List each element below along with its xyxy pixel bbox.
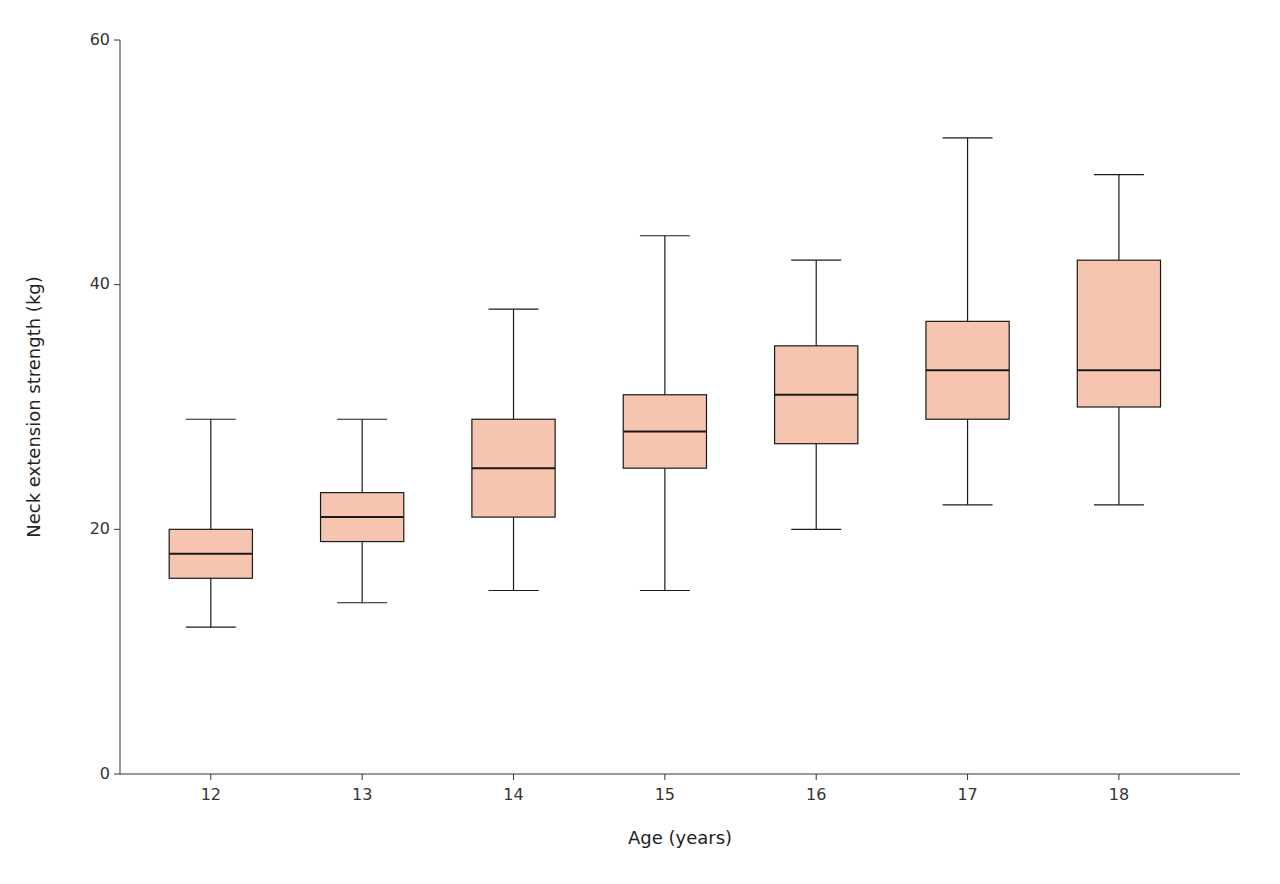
upper-whisker (816, 260, 817, 346)
y-tick-label: 40 (90, 274, 110, 293)
y-tick (114, 529, 120, 530)
box-group (1077, 175, 1160, 505)
box (321, 493, 404, 542)
upper-cap (1094, 174, 1144, 175)
y-tick-label: 0 (100, 764, 110, 783)
box-group (169, 419, 252, 627)
box (775, 346, 858, 444)
lower-whisker (362, 542, 363, 603)
lower-cap (943, 504, 993, 505)
upper-whisker (210, 419, 211, 529)
upper-whisker (1118, 175, 1119, 261)
lower-whisker (967, 419, 968, 505)
upper-cap (943, 137, 993, 138)
median-line (472, 467, 555, 469)
median-line (775, 394, 858, 396)
x-tick (967, 774, 968, 780)
chart-container: 12 13 14 15 16 17 18 0 20 40 60 Age (years) Neck ext… (0, 0, 1280, 884)
y-axis-label: Neck extension strength (kg) (23, 276, 44, 537)
lower-cap (791, 529, 841, 530)
x-tick (513, 774, 514, 780)
lower-whisker (513, 517, 514, 590)
x-tick (362, 774, 363, 780)
x-tick-label: 13 (352, 785, 372, 804)
x-tick-label: 15 (655, 785, 675, 804)
x-tick (210, 774, 211, 780)
y-tick (114, 774, 120, 775)
upper-cap (186, 419, 236, 420)
box-group (926, 138, 1009, 505)
x-tick-label: 14 (503, 785, 523, 804)
box (623, 395, 706, 468)
box-group (472, 309, 555, 590)
upper-whisker (967, 138, 968, 322)
lower-whisker (816, 444, 817, 530)
axes: 12 13 14 15 16 17 18 0 20 40 60 (90, 30, 1240, 805)
median-line (926, 369, 1009, 371)
upper-cap (640, 235, 690, 236)
y-axis-line (120, 40, 121, 774)
lower-cap (640, 590, 690, 591)
x-tick-label: 18 (1109, 785, 1129, 804)
upper-whisker (664, 236, 665, 395)
box-group (623, 236, 706, 591)
box (472, 419, 555, 517)
box-group (321, 419, 404, 603)
boxes (169, 138, 1160, 627)
box (926, 321, 1009, 419)
upper-whisker (362, 419, 363, 492)
median-line (169, 553, 252, 555)
median-line (623, 430, 706, 432)
x-tick-label: 12 (201, 785, 221, 804)
y-tick-label: 60 (90, 30, 110, 49)
lower-cap (489, 590, 539, 591)
x-tick-label: 16 (806, 785, 826, 804)
x-axis-label: Age (years) (628, 827, 732, 848)
box (169, 529, 252, 578)
median-line (1077, 369, 1160, 371)
box (1077, 260, 1160, 407)
upper-cap (791, 260, 841, 261)
x-tick-label: 17 (957, 785, 977, 804)
y-tick (114, 40, 120, 41)
x-tick (1118, 774, 1119, 780)
box-group (775, 260, 858, 529)
chart-svg: 12 13 14 15 16 17 18 0 20 40 60 Age (years) Neck ext… (0, 0, 1280, 884)
x-axis-line (120, 774, 1240, 775)
lower-whisker (664, 468, 665, 590)
lower-whisker (1118, 407, 1119, 505)
lower-cap (186, 627, 236, 628)
lower-cap (337, 602, 387, 603)
x-tick (664, 774, 665, 780)
median-line (321, 516, 404, 518)
upper-cap (337, 419, 387, 420)
lower-cap (1094, 504, 1144, 505)
lower-whisker (210, 578, 211, 627)
upper-whisker (513, 309, 514, 419)
y-tick-label: 20 (90, 519, 110, 538)
upper-cap (489, 309, 539, 310)
y-tick (114, 284, 120, 285)
x-tick (816, 774, 817, 780)
